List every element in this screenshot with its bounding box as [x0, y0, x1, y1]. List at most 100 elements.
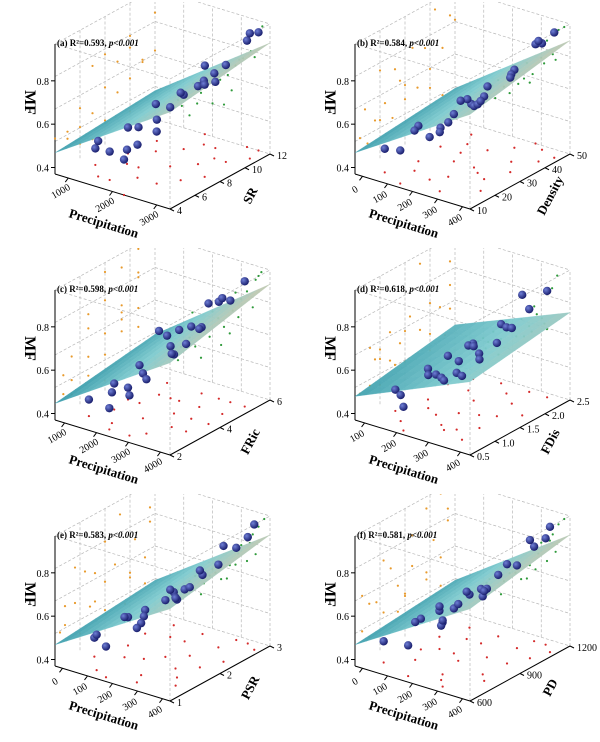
data-point-sphere	[84, 395, 94, 404]
floor-projection-point	[154, 150, 157, 153]
data-point-sphere	[195, 324, 204, 334]
floor-projection-point	[500, 382, 503, 385]
floor-projection-point	[428, 178, 431, 181]
floor-projection-point	[123, 656, 126, 659]
surface-facet	[54, 392, 77, 404]
side-projection-point	[403, 329, 407, 333]
back-projection-point	[520, 578, 523, 581]
floor-projection-point	[402, 429, 405, 432]
side-projection-point	[373, 119, 377, 122]
floor-projection-point	[521, 414, 524, 417]
back-projection-point	[508, 91, 511, 95]
data-spheres	[379, 522, 555, 650]
floor-projection-point	[175, 676, 179, 679]
data-point-sphere	[187, 322, 196, 331]
side-projection-point	[378, 357, 382, 361]
data-point-sphere	[120, 612, 129, 622]
data-point-sphere	[122, 145, 132, 154]
floor-projection-point	[407, 674, 410, 678]
back-projection-point	[199, 91, 203, 94]
side-projection-point	[425, 507, 428, 510]
back-projection-point	[208, 335, 211, 338]
surface-facet	[54, 634, 77, 645]
panel-stats-label: (a) R²=0.593, p<0.001	[57, 38, 139, 48]
floor-projection-point	[427, 407, 430, 410]
z-tick-label: 0.4	[337, 164, 350, 175]
z-tick-label: 0.6	[37, 120, 50, 131]
data-point-sphere	[110, 379, 119, 388]
side-projection-point	[388, 331, 392, 334]
floor-projection-point	[534, 142, 537, 145]
data-point-sphere	[152, 115, 162, 124]
data-point-sphere	[245, 29, 255, 38]
side-projection-point	[137, 271, 140, 274]
z-tick-label: 0.8	[37, 569, 50, 580]
y-axis-title: SR	[240, 184, 261, 206]
side-projection-point	[423, 46, 427, 50]
floor-projection-point	[505, 662, 509, 665]
back-projection-point	[540, 541, 543, 544]
back-projection-point	[254, 553, 257, 556]
floor-projection-point	[169, 397, 172, 400]
side-projection-point	[103, 270, 107, 274]
floor-projection-point	[142, 657, 145, 660]
back-projection-point	[557, 523, 560, 526]
side-projection-point	[91, 64, 94, 68]
side-projection-point	[361, 630, 364, 633]
floor-projection-point	[243, 405, 246, 408]
z-tick-label: 0.6	[337, 120, 350, 131]
data-point-sphere	[518, 290, 527, 300]
floor-projection-point	[174, 667, 177, 670]
axis-box	[54, 248, 271, 456]
x-tick-label: 200	[380, 438, 398, 455]
axis-box	[354, 494, 571, 702]
side-projection-point	[441, 94, 444, 97]
floor-projection-point	[434, 413, 438, 416]
data-point-sphere	[479, 586, 489, 596]
side-projection-point	[373, 358, 377, 361]
side-projection-point	[87, 313, 90, 316]
data-spheres	[84, 277, 249, 413]
x-tick-label: 2000	[94, 196, 117, 216]
side-projection-point	[439, 556, 442, 559]
side-projection-point	[403, 83, 407, 87]
floor-projection-point	[382, 661, 385, 664]
floor-projection-point	[460, 438, 464, 441]
floor-projection-point	[201, 632, 204, 636]
side-projection-point	[62, 393, 65, 396]
data-point-sphere	[200, 80, 209, 89]
back-projection-point	[528, 81, 531, 84]
y-tick-label: 50	[577, 151, 587, 162]
floor-projection-point	[245, 145, 249, 149]
side-projection-point	[403, 98, 407, 101]
z-tick-label: 0.4	[37, 410, 50, 421]
y-tick-label: 1200	[577, 643, 597, 654]
side-projection-point	[137, 248, 140, 250]
back-projection-point	[245, 559, 249, 563]
back-projection-point	[534, 568, 537, 571]
side-projection-point	[368, 346, 372, 350]
floor-projection-point	[198, 666, 201, 669]
back-projection-point	[176, 359, 180, 362]
floor-projection-point	[399, 182, 402, 185]
side-projection-point	[408, 315, 412, 318]
floor-projection-point	[495, 415, 498, 418]
floor-projection-point	[442, 428, 446, 432]
floor-projection-point	[113, 408, 116, 411]
data-point-sphere	[502, 559, 512, 569]
side-projection-point	[439, 584, 442, 587]
floor-projection-point	[170, 425, 173, 429]
data-point-sphere	[161, 595, 170, 605]
surface-facet	[354, 634, 377, 645]
back-projection-point	[531, 72, 534, 76]
side-projection-point	[428, 332, 432, 335]
data-point-sphere	[92, 630, 101, 639]
floor-projection-point	[253, 648, 256, 651]
floor-projection-point	[213, 157, 216, 160]
side-projection-point	[398, 79, 402, 82]
side-projection-point	[137, 276, 140, 279]
back-projection-point	[199, 593, 203, 596]
data-point-sphere	[105, 147, 114, 156]
side-projection-point	[70, 379, 73, 382]
